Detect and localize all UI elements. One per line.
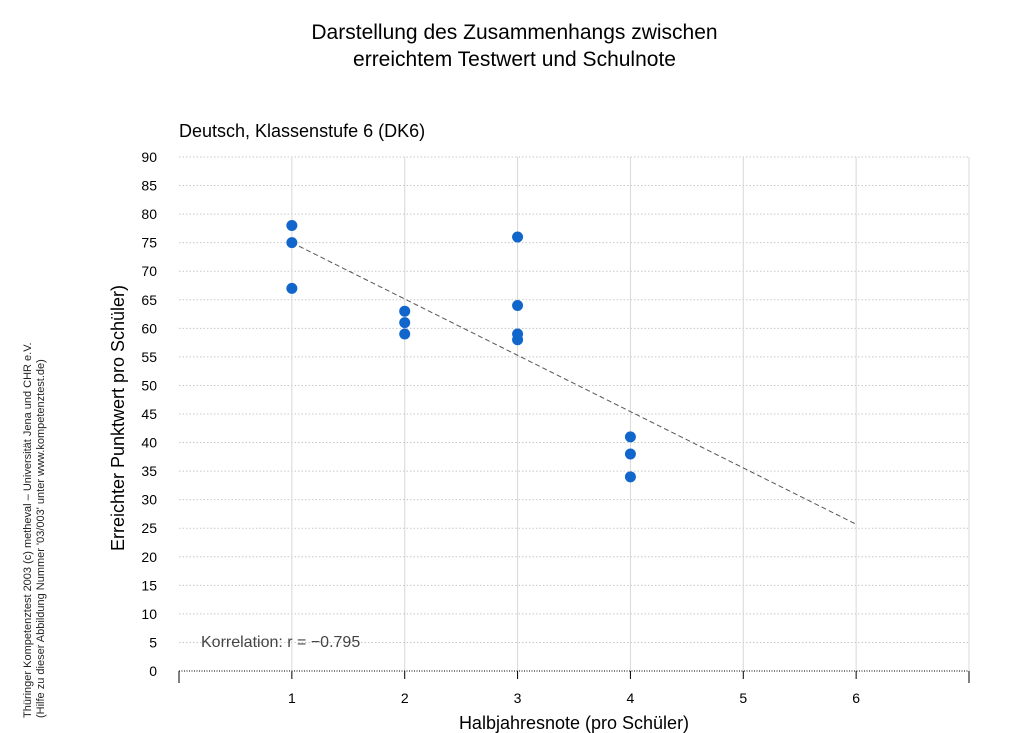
y-tick-label: 45 [141,406,157,422]
x-axis-title: Halbjahresnote (pro Schüler) [459,713,689,733]
data-point [512,299,524,311]
chart-subtitle: Deutsch, Klassenstufe 6 (DK6) [179,121,426,141]
y-tick-label: 10 [141,606,157,622]
data-point [512,231,524,243]
x-tick-label: 5 [739,690,747,706]
data-point [399,317,411,329]
data-point [286,220,298,232]
x-tick-label: 2 [401,690,409,706]
data-point [286,282,298,294]
chart-title-line-1: Darstellung des Zusammenhangs zwischen [311,21,718,44]
y-tick-label: 35 [141,463,157,479]
chart-title-line-2: erreichtem Testwert und Schulnote [353,48,676,71]
data-point [624,448,636,460]
y-tick-label: 25 [141,520,157,536]
y-tick-label: 20 [141,549,157,565]
x-tick-label: 4 [627,690,635,706]
data-point [399,328,411,340]
y-tick-label: 75 [141,235,157,251]
y-tick-label: 70 [141,263,157,279]
y-tick-label: 80 [141,206,157,222]
y-tick-label: 55 [141,349,157,365]
y-tick-label: 65 [141,292,157,308]
y-axis-title: Erreichter Punktwert pro Schüler) [108,285,128,551]
x-tick-label: 6 [852,690,860,706]
y-tick-label: 5 [149,634,157,650]
data-point [286,237,298,249]
y-tick-label: 85 [141,178,157,194]
y-tick-label: 60 [141,320,157,336]
y-tick-label: 40 [141,435,157,451]
correlation-annotation: Korrelation: r = −0.795 [201,634,360,651]
data-point [624,471,636,483]
data-points [286,220,636,483]
y-tick-label: 0 [149,663,157,679]
y-tick-label: 90 [141,149,157,165]
x-tick-label: 3 [514,690,522,706]
regression-trendline [291,242,857,525]
data-point [399,305,411,317]
x-tick-label: 1 [288,690,296,706]
grid [179,156,970,671]
y-tick-label: 30 [141,492,157,508]
y-tick-label: 15 [141,577,157,593]
trendline-group [291,242,857,525]
y-tick-label: 50 [141,377,157,393]
data-point [512,334,524,346]
data-point [624,431,636,443]
